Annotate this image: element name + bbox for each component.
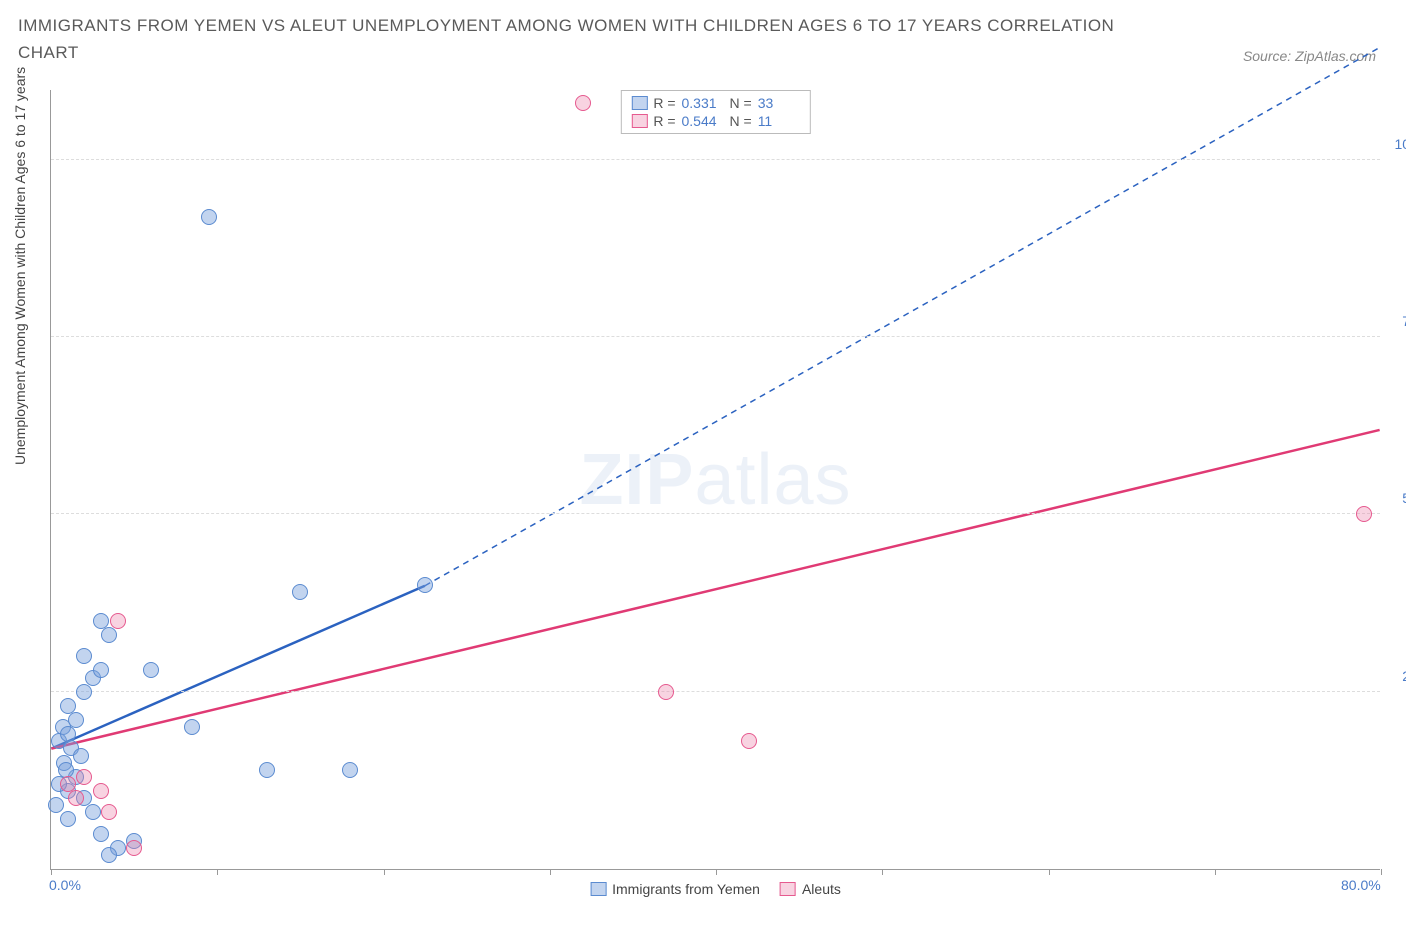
data-point [60,698,76,714]
stats-legend: R = 0.331 N = 33 R = 0.544 N = 11 [620,90,810,134]
y-axis-label: Unemployment Among Women with Children A… [12,67,28,465]
stat-r-value: 0.544 [682,113,724,129]
gridline-horizontal [51,159,1380,160]
gridline-horizontal [51,513,1380,514]
stats-legend-row: R = 0.331 N = 33 [631,95,799,111]
data-point [1356,506,1372,522]
gridline-horizontal [51,336,1380,337]
series-legend-label: Immigrants from Yemen [612,881,760,897]
data-point [741,733,757,749]
data-point [292,584,308,600]
trend-lines-layer [51,90,1380,869]
x-tick [550,869,551,875]
data-point [126,840,142,856]
x-tick-label: 80.0% [1341,877,1381,893]
data-point [76,684,92,700]
legend-swatch [780,882,796,896]
data-point [76,769,92,785]
y-tick-label: 75.0% [1387,313,1406,329]
legend-swatch [631,114,647,128]
x-tick [1049,869,1050,875]
x-tick [882,869,883,875]
series-legend-item: Aleuts [780,881,841,897]
chart-plot-area: ZIPatlas R =0.331N =33R =0.544N =11 Immi… [50,90,1380,870]
data-point [417,577,433,593]
data-point [60,811,76,827]
stats-legend-row: R = 0.544 N = 11 [631,113,799,129]
data-point [73,748,89,764]
data-point [48,797,64,813]
data-point [143,662,159,678]
data-point [93,783,109,799]
data-point [68,712,84,728]
data-point [101,627,117,643]
gridline-horizontal [51,691,1380,692]
data-point [184,719,200,735]
stat-r-value: 0.331 [682,95,724,111]
data-point [110,613,126,629]
data-point [101,804,117,820]
data-point [658,684,674,700]
data-point [85,804,101,820]
stat-n-value: 33 [758,95,800,111]
x-tick [384,869,385,875]
stat-r-label: R = [653,113,675,129]
data-point [93,662,109,678]
y-tick-label: 50.0% [1387,490,1406,506]
legend-swatch [590,882,606,896]
data-point [259,762,275,778]
trend-line [51,430,1379,749]
series-legend-label: Aleuts [802,881,841,897]
stat-r-label: R = [653,95,675,111]
x-tick-label: 0.0% [49,877,81,893]
data-point [342,762,358,778]
series-legend: Immigrants from Yemen Aleuts [590,881,841,897]
data-point [68,790,84,806]
data-point [76,648,92,664]
trend-line [425,48,1380,586]
y-tick-label: 100.0% [1387,136,1406,152]
stat-n-label: N = [730,95,752,111]
data-point [93,826,109,842]
data-point [93,613,109,629]
data-point [201,209,217,225]
x-tick [217,869,218,875]
x-tick [716,869,717,875]
x-tick [1215,869,1216,875]
chart-title: IMMIGRANTS FROM YEMEN VS ALEUT UNEMPLOYM… [18,12,1138,66]
stat-n-value: 11 [758,113,800,129]
x-tick [51,869,52,875]
y-tick-label: 25.0% [1387,668,1406,684]
x-tick [1381,869,1382,875]
data-point [101,847,117,863]
data-point [575,95,591,111]
legend-swatch [631,96,647,110]
stat-n-label: N = [730,113,752,129]
series-legend-item: Immigrants from Yemen [590,881,760,897]
